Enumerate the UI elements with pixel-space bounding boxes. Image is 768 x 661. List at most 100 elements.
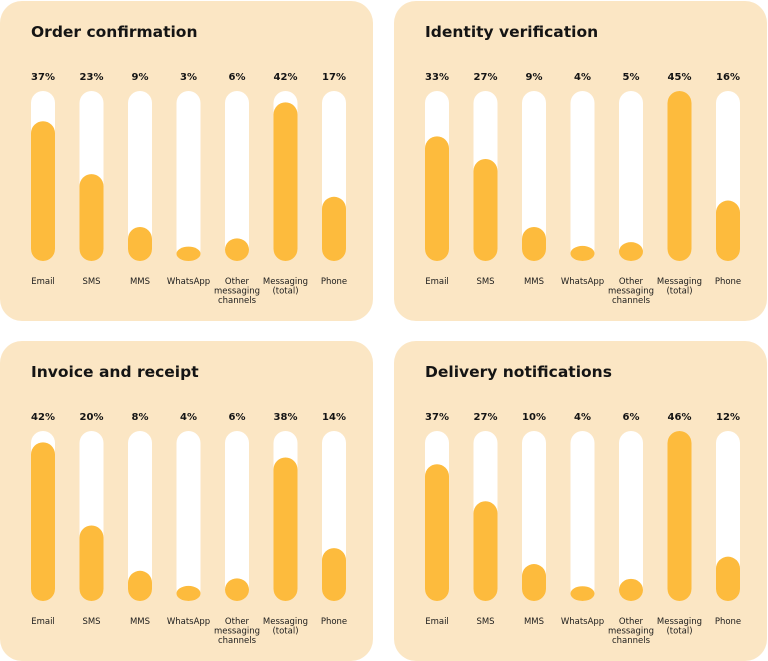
bar-other-messaging-channels bbox=[619, 242, 643, 261]
value-label-phone: 14% bbox=[322, 412, 346, 423]
value-label-phone: 17% bbox=[322, 72, 346, 83]
value-label-other-messaging-channels: 6% bbox=[229, 412, 246, 423]
value-label-sms: 27% bbox=[474, 72, 498, 83]
chart-title: Delivery notifications bbox=[425, 363, 612, 381]
bar-whatsapp bbox=[570, 245, 595, 261]
value-label-whatsapp: 4% bbox=[180, 412, 197, 423]
category-label-phone: Phone bbox=[715, 277, 741, 287]
value-label-email: 37% bbox=[425, 412, 449, 423]
bar-track-other-messaging-channels bbox=[225, 431, 249, 601]
bar-track-mms bbox=[128, 91, 152, 261]
category-label-email: Email bbox=[425, 617, 449, 627]
value-label-sms: 20% bbox=[80, 412, 104, 423]
category-label-whatsapp: WhatsApp bbox=[561, 277, 604, 287]
category-label-email: Email bbox=[31, 277, 55, 287]
category-label-phone: Phone bbox=[715, 617, 741, 627]
category-label-sms: SMS bbox=[476, 277, 494, 287]
bar-track-other-messaging-channels bbox=[619, 91, 643, 261]
value-label-mms: 9% bbox=[526, 72, 543, 83]
chart-title: Order confirmation bbox=[31, 23, 198, 41]
bar-mms bbox=[522, 564, 546, 601]
bar-sms bbox=[79, 174, 104, 261]
bar-other-messaging-channels bbox=[225, 238, 249, 261]
chart-panel-order-confirmation: Order confirmation 37% Email 23% SMS 9% MMS 3%… bbox=[0, 1, 373, 321]
bar-messaging-total bbox=[273, 102, 298, 261]
value-label-mms: 9% bbox=[132, 72, 149, 83]
value-label-other-messaging-channels: 6% bbox=[229, 72, 246, 83]
bar-whatsapp bbox=[570, 586, 595, 601]
bar-phone bbox=[716, 200, 740, 261]
bar-email bbox=[425, 464, 449, 601]
bar-phone bbox=[322, 548, 346, 601]
chart-title: Identity verification bbox=[425, 23, 599, 41]
bar-track-other-messaging-channels bbox=[225, 91, 249, 261]
category-label-other-messaging-channels: Other messaging channels bbox=[214, 617, 260, 646]
chart-panel-identity-verification: Identity verification 33% Email 27% SMS 9% MM… bbox=[394, 1, 767, 321]
category-label-whatsapp: WhatsApp bbox=[561, 617, 604, 627]
value-label-other-messaging-channels: 6% bbox=[623, 412, 640, 423]
value-label-email: 33% bbox=[425, 72, 449, 83]
value-label-messaging-total: 45% bbox=[668, 72, 692, 83]
value-label-messaging-total: 42% bbox=[274, 72, 298, 83]
value-label-sms: 23% bbox=[80, 72, 104, 83]
category-label-phone: Phone bbox=[321, 617, 347, 627]
category-label-other-messaging-channels: Other messaging channels bbox=[608, 277, 654, 306]
bar-email bbox=[31, 442, 55, 601]
bar-track-other-messaging-channels bbox=[619, 431, 643, 601]
value-label-whatsapp: 4% bbox=[574, 72, 591, 83]
bar-track-whatsapp bbox=[176, 91, 201, 261]
value-label-other-messaging-channels: 5% bbox=[623, 72, 640, 83]
bar-sms bbox=[79, 525, 104, 601]
bar-whatsapp bbox=[176, 246, 201, 261]
bar-other-messaging-channels bbox=[225, 578, 249, 601]
value-label-whatsapp: 3% bbox=[180, 72, 197, 83]
category-label-mms: MMS bbox=[524, 277, 544, 287]
chart-panel-delivery-notifications: Delivery notifications 37% Email 27% SMS 10%… bbox=[394, 341, 767, 661]
category-label-messaging-total: Messaging (total) bbox=[263, 617, 308, 637]
category-label-mms: MMS bbox=[130, 277, 150, 287]
category-label-messaging-total: Messaging (total) bbox=[657, 617, 702, 637]
bar-email bbox=[425, 136, 449, 261]
category-label-other-messaging-channels: Other messaging channels bbox=[608, 617, 654, 646]
value-label-messaging-total: 38% bbox=[274, 412, 298, 423]
value-label-messaging-total: 46% bbox=[668, 412, 692, 423]
bar-track-mms bbox=[522, 91, 546, 261]
value-label-mms: 10% bbox=[522, 412, 546, 423]
bar-track-mms bbox=[128, 431, 152, 601]
bar-email bbox=[31, 121, 55, 261]
value-label-email: 37% bbox=[31, 72, 55, 83]
bar-messaging-total bbox=[667, 91, 692, 261]
bar-chart: 33% Email 27% SMS 9% MMS 4% WhatsApp 5% Other mess… bbox=[425, 72, 741, 306]
bar-other-messaging-channels bbox=[619, 578, 643, 601]
bar-phone bbox=[716, 556, 740, 601]
bar-track-whatsapp bbox=[176, 431, 201, 601]
bar-sms bbox=[473, 501, 498, 601]
bar-phone bbox=[322, 196, 346, 261]
bar-mms bbox=[522, 227, 546, 261]
chart-title: Invoice and receipt bbox=[31, 363, 199, 381]
bar-chart: 42% Email 20% SMS 8% MMS 4% WhatsApp 6% Other mess… bbox=[31, 412, 347, 646]
category-label-other-messaging-channels: Other messaging channels bbox=[214, 277, 260, 306]
bar-whatsapp bbox=[176, 585, 201, 601]
bar-track-mms bbox=[522, 431, 546, 601]
bar-messaging-total bbox=[273, 457, 298, 601]
category-label-messaging-total: Messaging (total) bbox=[657, 277, 702, 297]
value-label-sms: 27% bbox=[474, 412, 498, 423]
value-label-phone: 16% bbox=[716, 72, 740, 83]
category-label-sms: SMS bbox=[82, 277, 100, 287]
category-label-sms: SMS bbox=[476, 617, 494, 627]
category-label-mms: MMS bbox=[524, 617, 544, 627]
category-label-whatsapp: WhatsApp bbox=[167, 617, 210, 627]
bar-sms bbox=[473, 159, 498, 261]
bar-track-whatsapp bbox=[570, 431, 595, 601]
bar-chart: 37% Email 27% SMS 10% MMS 4% WhatsApp 6% Other mes… bbox=[425, 412, 741, 646]
value-label-whatsapp: 4% bbox=[574, 412, 591, 423]
category-label-whatsapp: WhatsApp bbox=[167, 277, 210, 287]
category-label-sms: SMS bbox=[82, 617, 100, 627]
category-label-email: Email bbox=[31, 617, 55, 627]
value-label-email: 42% bbox=[31, 412, 55, 423]
category-label-messaging-total: Messaging (total) bbox=[263, 277, 308, 297]
bar-chart: 37% Email 23% SMS 9% MMS 3% WhatsApp 6% Other mess… bbox=[31, 72, 347, 306]
category-label-mms: MMS bbox=[130, 617, 150, 627]
value-label-phone: 12% bbox=[716, 412, 740, 423]
